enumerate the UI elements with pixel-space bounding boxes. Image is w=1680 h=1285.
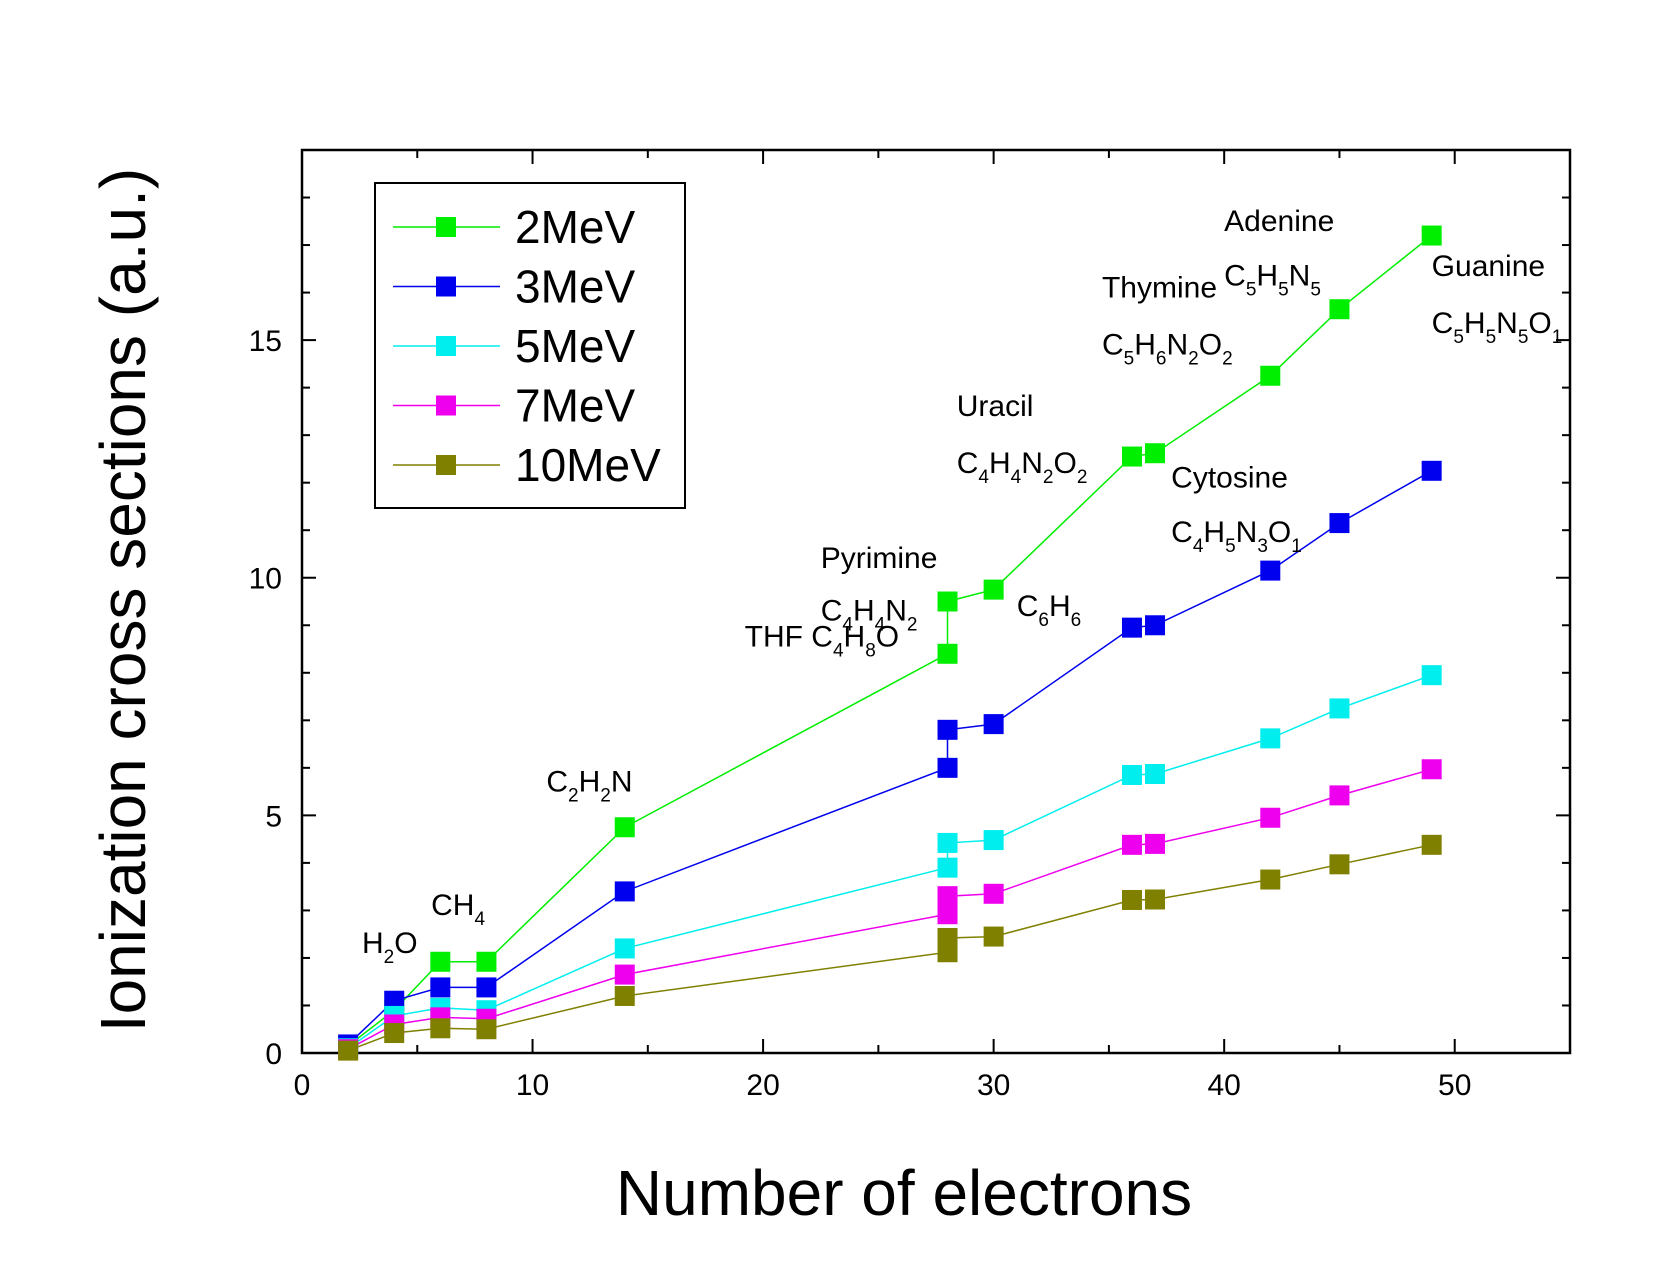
molecule-label: C2H2N <box>546 766 632 807</box>
data-point-3MeV <box>937 757 958 778</box>
data-point-3MeV <box>1145 615 1166 636</box>
data-point-2MeV <box>1260 365 1281 386</box>
legend-label-2MeV: 2MeV <box>515 201 635 253</box>
data-point-10MeV <box>937 927 958 948</box>
x-tick-label: 50 <box>1438 1069 1471 1102</box>
x-axis-title: Number of electrons <box>616 1157 1192 1229</box>
data-point-3MeV <box>476 977 497 998</box>
data-point-3MeV <box>384 990 405 1011</box>
legend-label-10MeV: 10MeV <box>515 439 661 491</box>
data-point-3MeV <box>430 977 451 998</box>
data-point-10MeV <box>1260 869 1281 890</box>
molecule-label: CH4 <box>431 889 485 930</box>
data-point-5MeV <box>1145 764 1166 785</box>
data-point-10MeV <box>384 1023 405 1044</box>
molecule-label: H2O <box>362 927 418 968</box>
x-tick-label: 20 <box>746 1069 779 1102</box>
molecule-label: Guanine <box>1432 250 1545 283</box>
legend-marker-10MeV <box>436 455 456 475</box>
data-point-2MeV <box>476 951 497 972</box>
data-point-3MeV <box>1121 617 1142 638</box>
molecule-label: Uracil <box>957 390 1034 423</box>
data-point-2MeV <box>1121 446 1142 467</box>
y-tick-label: 15 <box>249 325 282 358</box>
molecule-label: Thymine <box>1102 271 1217 304</box>
legend-label-3MeV: 3MeV <box>515 261 635 313</box>
data-point-10MeV <box>1329 854 1350 875</box>
legend-label-5MeV: 5MeV <box>515 320 635 372</box>
data-point-3MeV <box>1260 560 1281 581</box>
y-tick-label: 10 <box>249 563 282 596</box>
x-tick-label: 0 <box>294 1069 311 1102</box>
data-point-2MeV <box>937 643 958 664</box>
data-point-5MeV <box>1329 698 1350 719</box>
data-point-2MeV <box>1421 225 1442 246</box>
legend-marker-7MeV <box>436 395 456 416</box>
data-point-2MeV <box>937 591 958 612</box>
molecule-label: C5H6N2O2 <box>1102 328 1233 369</box>
data-point-3MeV <box>1329 513 1350 534</box>
legend-marker-3MeV <box>436 276 456 297</box>
data-point-7MeV <box>937 886 958 907</box>
x-tick-label: 40 <box>1207 1069 1240 1102</box>
legend-marker-2MeV <box>436 217 456 237</box>
molecule-label: C5H5N5 <box>1224 259 1321 300</box>
data-point-2MeV <box>614 817 635 838</box>
data-point-5MeV <box>983 830 1004 851</box>
legend: 2MeV 3MeV 5MeV 7MeV 10MeV <box>374 182 686 509</box>
data-point-3MeV <box>1421 460 1442 481</box>
data-point-2MeV <box>1145 443 1166 464</box>
molecule-label: C4H5N3O1 <box>1171 516 1302 557</box>
x-tick-label: 30 <box>977 1069 1010 1102</box>
data-point-7MeV <box>983 883 1004 904</box>
data-point-10MeV <box>614 985 635 1006</box>
data-point-7MeV <box>1421 759 1442 780</box>
data-point-10MeV <box>476 1019 497 1040</box>
data-point-5MeV <box>937 857 958 878</box>
molecule-label: C5H5N5O1 <box>1432 307 1563 348</box>
data-point-10MeV <box>338 1040 359 1061</box>
data-point-10MeV <box>1421 834 1442 855</box>
legend-marker-5MeV <box>436 336 456 356</box>
data-point-10MeV <box>1145 889 1166 910</box>
data-point-3MeV <box>614 881 635 902</box>
molecule-label: Cytosine <box>1171 461 1288 494</box>
y-tick-label: 0 <box>265 1038 282 1071</box>
data-point-10MeV <box>983 926 1004 947</box>
y-tick-label: 5 <box>265 800 282 833</box>
molecule-label: C4H4N2 <box>821 595 918 636</box>
molecule-label: Adenine <box>1224 205 1334 238</box>
data-point-7MeV <box>1121 834 1142 855</box>
axis-ticks: 0 10 20 30 40 50 0 5 10 15 <box>249 149 1571 1102</box>
series-markers <box>338 225 1442 1061</box>
data-point-10MeV <box>1121 889 1142 910</box>
data-point-7MeV <box>1329 785 1350 806</box>
legend-label-7MeV: 7MeV <box>515 380 635 432</box>
data-point-7MeV <box>614 964 635 985</box>
data-point-7MeV <box>1145 833 1166 854</box>
data-point-3MeV <box>983 714 1004 735</box>
data-point-7MeV <box>937 904 958 925</box>
data-point-5MeV <box>614 938 635 959</box>
molecule-label: C4H4N2O2 <box>957 447 1088 488</box>
molecule-label: C6H6 <box>1017 590 1082 631</box>
data-point-5MeV <box>1260 728 1281 749</box>
data-point-2MeV <box>430 951 451 972</box>
x-tick-label: 10 <box>516 1069 549 1102</box>
data-point-5MeV <box>1421 665 1442 686</box>
data-point-10MeV <box>430 1018 451 1039</box>
plot-frame <box>300 148 1572 1055</box>
data-point-5MeV <box>1121 764 1142 785</box>
molecule-label: Pyrimine <box>821 542 938 575</box>
y-axis-title: Ionization cross sections (a.u.) <box>87 168 159 1032</box>
data-point-2MeV <box>1329 299 1350 320</box>
data-point-3MeV <box>937 719 958 740</box>
data-point-2MeV <box>983 579 1004 600</box>
molecule-label: THF C4H8O <box>745 621 900 662</box>
data-point-7MeV <box>1260 807 1281 828</box>
data-point-5MeV <box>937 832 958 853</box>
